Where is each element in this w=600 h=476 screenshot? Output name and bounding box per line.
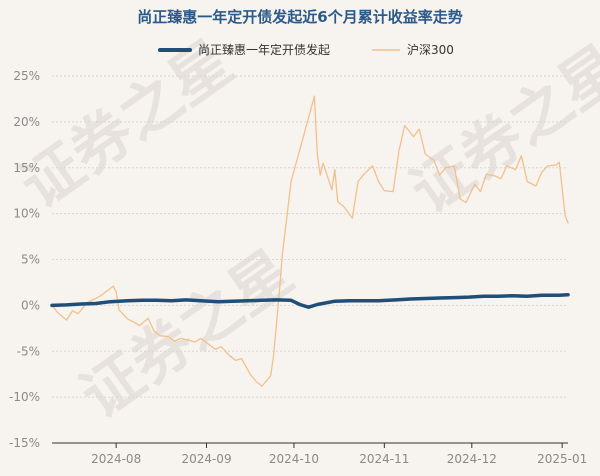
x-tick-label: 2024-10 [269,452,319,466]
legend-item-fund[interactable]: 尚正臻惠一年定开债发起 [158,42,330,57]
watermark: 证券之星 证券之星 证券之星 [8,27,600,432]
watermark-text: 证券之星 [68,237,305,432]
y-tick-label: 20% [13,115,40,129]
x-tick-label: 2024-12 [447,452,497,466]
legend-label-csi300: 沪深300 [407,43,454,57]
csi300-line [51,95,569,387]
x-axis: 2024-08 2024-09 2024-10 2024-11 2024-12 2025-… [52,442,587,466]
y-tick-label: -10% [9,390,40,404]
watermark-text: 证券之星 [398,32,600,227]
x-tick-label: 2024-08 [91,452,141,466]
series-csi300 [51,95,569,387]
series-fund [50,293,570,309]
x-tick-label: 2025-01 [537,452,587,466]
y-tick-label: 0% [21,298,40,312]
fund-line [50,293,570,309]
series-layer [50,95,570,387]
x-tick-label: 2024-09 [181,452,231,466]
legend-label-fund: 尚正臻惠一年定开债发起 [198,42,330,57]
legend: 尚正臻惠一年定开债发起 沪深300 [158,42,454,57]
legend-item-csi300[interactable]: 沪深300 [372,43,454,57]
y-tick-label: 15% [13,161,40,175]
x-tick-label: 2024-11 [359,452,409,466]
y-tick-label: -5% [17,344,40,358]
y-tick-label: 10% [13,207,40,221]
y-tick-label: 25% [13,69,40,83]
grid [52,75,568,444]
y-tick-label: 5% [21,253,40,267]
chart-title: 尚正臻惠一年定开债发起近6个月累计收益率走势 [137,8,462,26]
y-axis-ticks: 25% 20% 15% 10% 5% 0% -5% -10% -15% [9,69,40,450]
y-tick-label: -15% [9,436,40,450]
